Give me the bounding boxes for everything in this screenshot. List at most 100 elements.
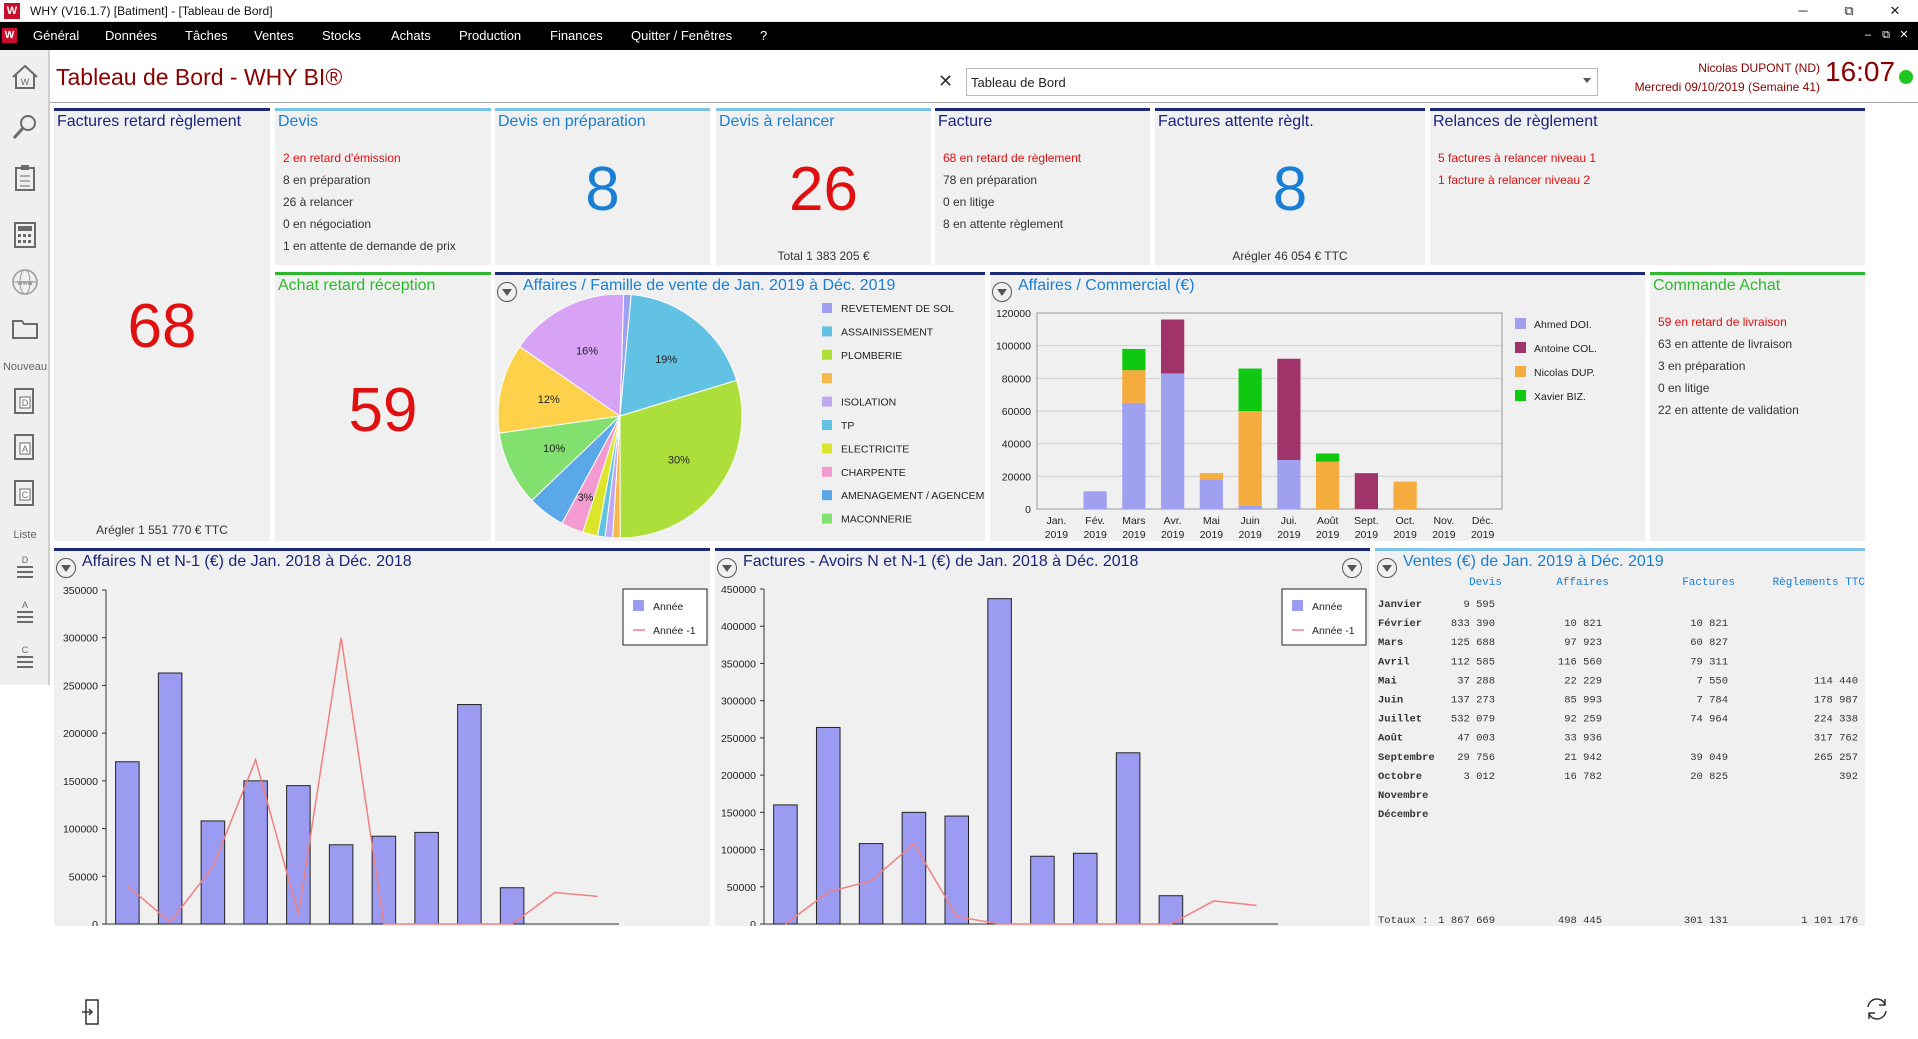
collapse-icon[interactable] (56, 558, 76, 578)
commande-line[interactable]: 22 en attente de validation (1658, 403, 1799, 417)
y-tick-label: 50000 (727, 882, 756, 894)
menu-general[interactable]: Général (33, 28, 80, 43)
legend-box (1281, 588, 1367, 646)
menu-help[interactable]: ? (760, 28, 768, 43)
exit-door-icon[interactable] (80, 998, 104, 1026)
table-cell: 392 (1839, 771, 1858, 783)
legend-label: Ahmed DOI. (1534, 319, 1592, 331)
devis-line[interactable]: 1 en attente de demande de prix (283, 239, 456, 253)
menu-achats[interactable]: Achats (391, 28, 431, 43)
devis-line[interactable]: 8 en préparation (283, 173, 371, 187)
commande-line[interactable]: 63 en attente de livraison (1658, 337, 1793, 351)
x-tick-label: 2019 (1045, 529, 1069, 541)
menu-ventes[interactable]: Ventes (254, 28, 294, 43)
table-cell: 114 440 (1814, 675, 1858, 687)
devis-line[interactable]: 0 en négociation (283, 217, 372, 231)
relance-line[interactable]: 1 facture à relancer niveau 2 (1438, 173, 1591, 187)
sales-table: Devis Affaires Factures Règlements TTC Janvi… (1378, 577, 1865, 926)
legend-swatch (822, 349, 832, 360)
facture-line[interactable]: 78 en préparation (943, 173, 1038, 187)
svg-text:www: www (16, 280, 33, 287)
www-globe-icon[interactable]: www (10, 267, 40, 297)
menu-donnees[interactable]: Données (105, 28, 158, 43)
table-row-label: Août (1378, 733, 1403, 745)
devis-line[interactable]: 2 en retard d'émission (283, 151, 401, 165)
bar-segment (1277, 460, 1301, 509)
close-dashboard-icon[interactable]: ✕ (938, 71, 954, 91)
tile-devis-relancer[interactable]: Devis à relancer 26 Total 1 383 205 € (716, 108, 931, 265)
legend-swatch (822, 326, 832, 337)
chevron-down-icon[interactable] (1583, 78, 1591, 83)
svg-text:A: A (22, 600, 28, 610)
svg-text:D: D (22, 398, 29, 408)
restore-button[interactable]: ⧉ (1844, 3, 1854, 18)
window-titlebar: W WHY (V16.1.7) [Batiment] - [Tableau de… (0, 0, 1918, 22)
tile-achat-retard[interactable]: Achat retard réception 59 (275, 272, 491, 541)
collapse-icon[interactable] (992, 282, 1012, 302)
menu-logo-icon: W (2, 28, 17, 43)
collapse-icon[interactable] (497, 282, 517, 302)
calculator-icon[interactable] (10, 220, 40, 250)
bar (1072, 852, 1098, 925)
tile-title: Commande Achat (1653, 277, 1781, 294)
tile-devis-preparation[interactable]: Devis en préparation 8 (495, 108, 710, 265)
collapse-icon[interactable] (1377, 558, 1397, 578)
close-window-button[interactable]: ✕ (1889, 3, 1901, 18)
table-cell: 39 049 (1690, 752, 1728, 764)
search-icon[interactable] (10, 112, 40, 142)
menu-production[interactable]: Production (459, 28, 522, 43)
x-tick-label: Avr. (1164, 515, 1182, 527)
minimize-button[interactable]: ─ (1798, 3, 1808, 18)
pie-slice (619, 379, 743, 539)
home-icon[interactable]: W (10, 62, 40, 92)
legend-swatch (1515, 342, 1526, 353)
bar-line-chart: 0 50000 100000 150000 200000 250000 300000 3500… (721, 584, 1367, 926)
bar-line-chart: 0 50000 100000 150000 200000 250000 300000 3500… (63, 585, 708, 926)
refresh-icon[interactable] (1863, 995, 1891, 1023)
mdi-close-icon[interactable]: ✕ (1899, 29, 1909, 41)
list-devis-icon[interactable]: D (10, 552, 40, 582)
list-affaires-icon[interactable]: A (10, 597, 40, 627)
relance-line[interactable]: 5 factures à relancer niveau 1 (1438, 151, 1597, 165)
devis-line[interactable]: 26 à relancer (283, 195, 354, 209)
y-tick-label: 300000 (63, 633, 98, 645)
tile-relances[interactable]: Relances de règlement 5 factures à relan… (1430, 108, 1865, 265)
mdi-minimize-icon[interactable]: – (1864, 29, 1872, 41)
window-title: WHY (V16.1.7) [Batiment] - [Tableau de B… (30, 4, 273, 18)
tile-factures-retard[interactable]: Factures retard règlement 68 Arégler 1 5… (54, 108, 270, 541)
menu-taches[interactable]: Tâches (185, 28, 228, 43)
commande-line[interactable]: 0 en litige (1658, 381, 1710, 395)
bar (157, 672, 183, 925)
bar-segment (1277, 358, 1301, 460)
folder-icon[interactable] (10, 313, 40, 343)
menu-stocks[interactable]: Stocks (322, 28, 362, 43)
new-devis-icon[interactable]: D (10, 386, 40, 416)
bar (1115, 752, 1141, 925)
new-affaire-icon[interactable]: A (10, 432, 40, 462)
dashboard-selector[interactable]: Tableau de Bord (966, 68, 1598, 96)
tile-devis[interactable]: Devis 2 en retard d'émission 8 en prépar… (275, 108, 491, 265)
menu-finances[interactable]: Finances (550, 28, 603, 43)
mdi-restore-icon[interactable]: ⧉ (1882, 29, 1890, 41)
x-tick-label: 2019 (1432, 529, 1456, 541)
commande-line[interactable]: 3 en préparation (1658, 359, 1746, 373)
plot-frame (1036, 312, 1503, 510)
tile-facture[interactable]: Facture 68 en retard de règlement 78 en … (935, 108, 1150, 265)
tile-commande-achat[interactable]: Commande Achat 59 en retard de livraison… (1650, 272, 1865, 541)
table-cell: 85 993 (1564, 695, 1602, 707)
collapse-icon[interactable] (1342, 558, 1362, 578)
facture-line[interactable]: 0 en litige (943, 195, 995, 209)
y-tick-label: 450000 (721, 584, 756, 596)
pie-slice (518, 295, 625, 417)
facture-line[interactable]: 68 en retard de règlement (943, 151, 1082, 165)
menu-quitter-fenetres[interactable]: Quitter / Fenêtres (631, 28, 733, 43)
tile-factures-attente[interactable]: Factures attente règlt. 8 Arégler 46 054… (1155, 108, 1425, 265)
commande-line[interactable]: 59 en retard de livraison (1658, 315, 1787, 329)
tile-value: 68 (127, 292, 197, 361)
table-cell: 224 338 (1814, 714, 1858, 726)
facture-line[interactable]: 8 en attente règlement (943, 217, 1064, 231)
clipboard-icon[interactable] (10, 163, 40, 193)
list-commandes-icon[interactable]: C (10, 642, 40, 672)
new-commande-icon[interactable]: C (10, 478, 40, 508)
collapse-icon[interactable] (717, 558, 737, 578)
